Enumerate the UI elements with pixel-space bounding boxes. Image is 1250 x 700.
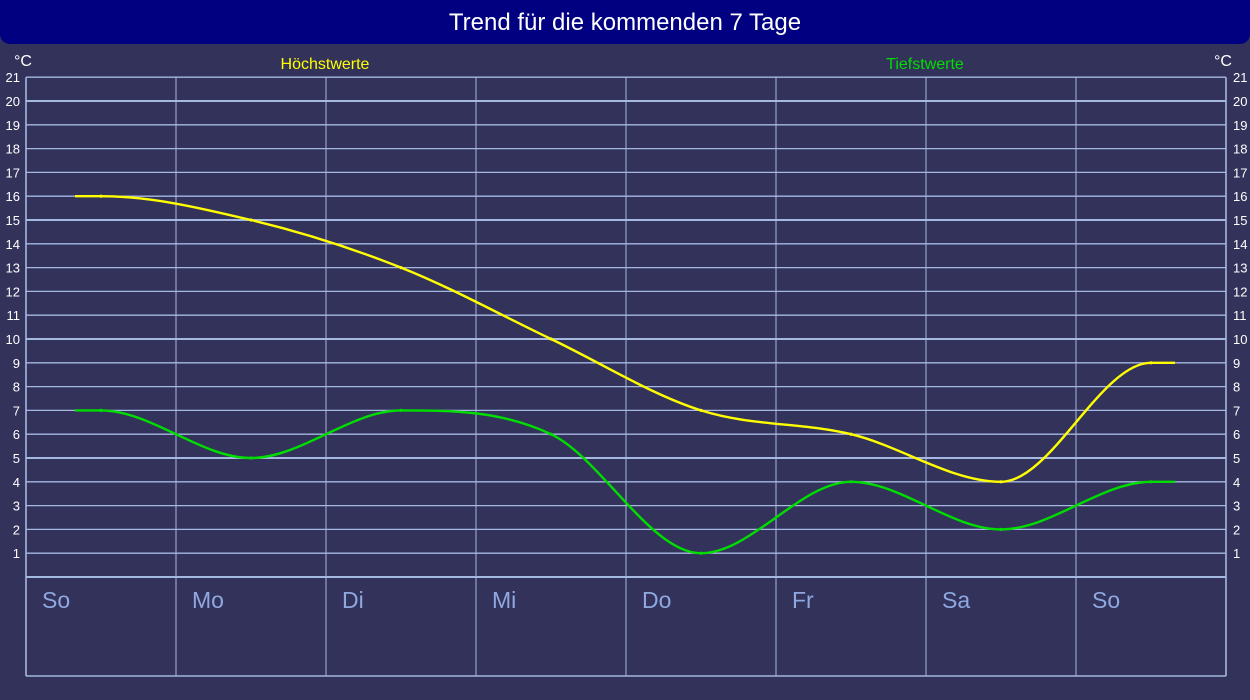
legend-tiefstwerte: Tiefstwerte xyxy=(886,56,964,73)
ytick-right-11: 11 xyxy=(1233,308,1247,323)
ytick-right-14: 14 xyxy=(1233,237,1247,252)
ytick-right-19: 19 xyxy=(1233,118,1247,133)
day-label-5: Fr xyxy=(792,587,814,613)
title-bar xyxy=(0,0,1250,44)
ytick-right-13: 13 xyxy=(1233,261,1247,276)
ytick-right-12: 12 xyxy=(1233,284,1247,299)
series-tiefstwerte-point-5 xyxy=(849,480,853,484)
ytick-right-16: 16 xyxy=(1233,189,1247,204)
ytick-left-13: 13 xyxy=(6,261,20,276)
ytick-right-3: 3 xyxy=(1233,499,1240,514)
ytick-right-2: 2 xyxy=(1233,522,1240,537)
series-tiefstwerte-point-4 xyxy=(699,551,703,555)
unit-label-right: °C xyxy=(1214,53,1232,70)
ytick-left-3: 3 xyxy=(13,499,20,514)
series-tiefstwerte-point-3 xyxy=(549,432,553,436)
ytick-right-21: 21 xyxy=(1233,70,1247,85)
ytick-right-1: 1 xyxy=(1233,546,1240,561)
series-hoechstwerte-point-6 xyxy=(999,480,1003,484)
ytick-left-10: 10 xyxy=(6,332,20,347)
ytick-right-17: 17 xyxy=(1233,165,1247,180)
ytick-left-19: 19 xyxy=(6,118,20,133)
ytick-left-8: 8 xyxy=(13,380,20,395)
day-label-7: So xyxy=(1092,587,1120,613)
ytick-left-2: 2 xyxy=(13,522,20,537)
chart-title: Trend für die kommenden 7 Tage xyxy=(448,9,802,36)
ytick-left-9: 9 xyxy=(13,356,20,371)
series-tiefstwerte-point-0 xyxy=(99,408,103,412)
ytick-left-16: 16 xyxy=(6,189,20,204)
ytick-left-11: 11 xyxy=(7,308,21,323)
day-label-4: Do xyxy=(642,587,671,613)
ytick-right-10: 10 xyxy=(1233,332,1247,347)
series-tiefstwerte-point-6 xyxy=(999,527,1003,532)
ytick-left-6: 6 xyxy=(13,427,20,442)
ytick-right-8: 8 xyxy=(1233,380,1240,395)
series-tiefstwerte-point-2 xyxy=(399,408,403,412)
series-hoechstwerte-point-2 xyxy=(399,266,403,270)
day-label-6: Sa xyxy=(942,587,970,613)
ytick-left-14: 14 xyxy=(6,237,20,252)
chart-series xyxy=(75,194,1175,555)
series-tiefstwerte-line xyxy=(75,409,1175,555)
ytick-right-20: 20 xyxy=(1233,94,1247,109)
day-gridlines xyxy=(175,77,1077,676)
ytick-left-7: 7 xyxy=(13,403,20,418)
day-label-2: Di xyxy=(342,587,364,613)
ytick-left-20: 20 xyxy=(6,94,20,109)
ytick-right-7: 7 xyxy=(1233,403,1240,418)
series-tiefstwerte-point-1 xyxy=(249,456,253,460)
day-label-1: Mo xyxy=(192,587,224,613)
legend-hoechstwerte: Höchstwerte xyxy=(281,56,370,73)
ytick-right-4: 4 xyxy=(1233,475,1240,490)
ytick-right-9: 9 xyxy=(1233,356,1240,371)
ytick-right-18: 18 xyxy=(1233,142,1247,157)
ytick-left-17: 17 xyxy=(6,165,20,180)
ytick-right-6: 6 xyxy=(1233,427,1240,442)
series-hoechstwerte-point-3 xyxy=(549,337,553,341)
series-hoechstwerte-point-1 xyxy=(249,218,253,222)
series-hoechstwerte-point-5 xyxy=(849,432,853,436)
ytick-right-5: 5 xyxy=(1233,451,1240,466)
ytick-left-21: 21 xyxy=(6,70,20,85)
series-hoechstwerte-point-7 xyxy=(1149,361,1153,365)
day-label-3: Mi xyxy=(492,587,516,613)
ytick-left-18: 18 xyxy=(6,142,20,157)
ytick-left-15: 15 xyxy=(6,213,20,228)
ytick-left-4: 4 xyxy=(13,475,20,490)
series-hoechstwerte-point-0 xyxy=(99,194,103,198)
ytick-left-12: 12 xyxy=(6,284,20,299)
unit-label-left: °C xyxy=(14,53,32,70)
ytick-right-15: 15 xyxy=(1233,213,1247,228)
ytick-left-1: 1 xyxy=(13,546,20,561)
ytick-left-5: 5 xyxy=(13,451,20,466)
day-label-0: So xyxy=(42,587,70,613)
series-hoechstwerte-point-4 xyxy=(699,408,703,412)
series-tiefstwerte-point-7 xyxy=(1149,480,1153,484)
